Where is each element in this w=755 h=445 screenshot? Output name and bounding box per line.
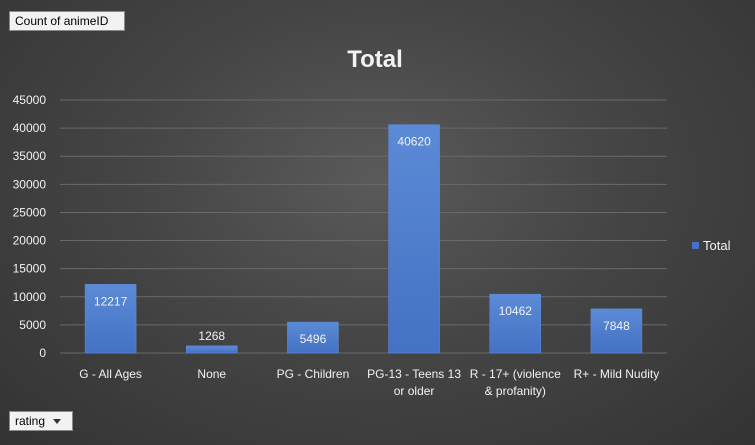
value-field-button[interactable]: Count of animeID [9,11,125,31]
y-tick-label: 20000 [13,234,47,248]
data-label: 40620 [397,135,431,149]
x-tick-label: None [197,367,226,381]
bar [388,124,440,354]
y-tick-label: 45000 [13,93,47,107]
y-tick-label: 15000 [13,262,47,276]
value-field-label: Count of animeID [15,14,109,28]
y-tick-label: 25000 [13,205,47,219]
bar [590,308,643,354]
y-tick-label: 10000 [13,290,47,304]
x-tick-label: R+ - Mild Nudity [574,367,660,381]
data-label: 7848 [603,319,630,333]
data-label: 1268 [198,329,225,343]
bar [489,293,541,354]
legend-label: Total [703,238,731,253]
bar [84,284,137,354]
axis-field-label: rating [15,414,46,428]
legend-swatch [692,242,699,249]
y-tick-label: 35000 [13,149,47,163]
bar [186,345,238,354]
data-label: 5496 [300,332,327,346]
bar [287,321,339,354]
y-tick-label: 0 [39,346,46,360]
chart-legend: Total [692,238,730,253]
axis-field-button[interactable]: rating [9,411,73,431]
x-tick-label: PG - Children [277,367,350,381]
data-label: 12217 [94,294,128,308]
x-tick-label: G - All Ages [79,367,142,381]
dropdown-arrow-icon[interactable] [53,419,62,425]
x-tick-label: PG-13 - Teens 13 or older [367,367,461,398]
y-tick-label: 40000 [13,121,47,135]
y-tick-label: 5000 [19,318,46,332]
data-label: 10462 [499,304,533,318]
chart-title: Total [347,46,403,73]
y-tick-label: 30000 [13,177,47,191]
x-tick-label: R - 17+ (violence & profanity) [470,367,561,398]
